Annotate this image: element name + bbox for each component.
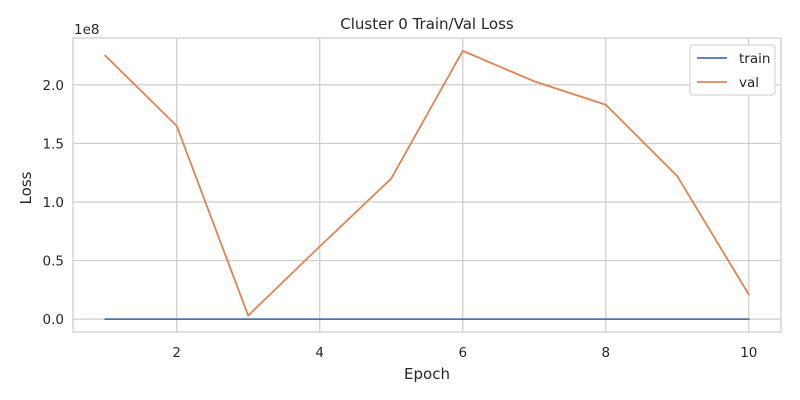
y-tick-label: 2.0 (43, 78, 64, 94)
x-tick-label: 2 (172, 345, 181, 361)
y-offset-label: 1e8 (74, 22, 99, 38)
y-tick-label: 1.5 (43, 136, 64, 152)
x-tick-label: 10 (740, 345, 757, 361)
x-tick-label: 4 (315, 345, 324, 361)
plot-lines (104, 49, 750, 321)
chart-title: Cluster 0 Train/Val Loss (340, 15, 514, 33)
x-tick-label: 6 (458, 345, 467, 361)
x-tick-labels: 2 4 6 8 10 (172, 345, 757, 361)
plot-frame (72, 37, 782, 333)
legend: train val (689, 44, 776, 96)
y-tick-labels: 0.0 0.5 1.0 1.5 2.0 (43, 78, 64, 328)
y-tick-label: 0.5 (43, 254, 64, 270)
y-tick-label: 0.0 (43, 312, 64, 328)
y-tick-label: 1.0 (43, 195, 64, 211)
series-line-val (104, 49, 750, 317)
x-axis-label: Epoch (404, 365, 450, 383)
y-axis-label: Loss (17, 171, 35, 204)
x-tick-label: 8 (601, 345, 610, 361)
legend-label-val: val (739, 75, 759, 91)
legend-label-train: train (739, 51, 770, 67)
